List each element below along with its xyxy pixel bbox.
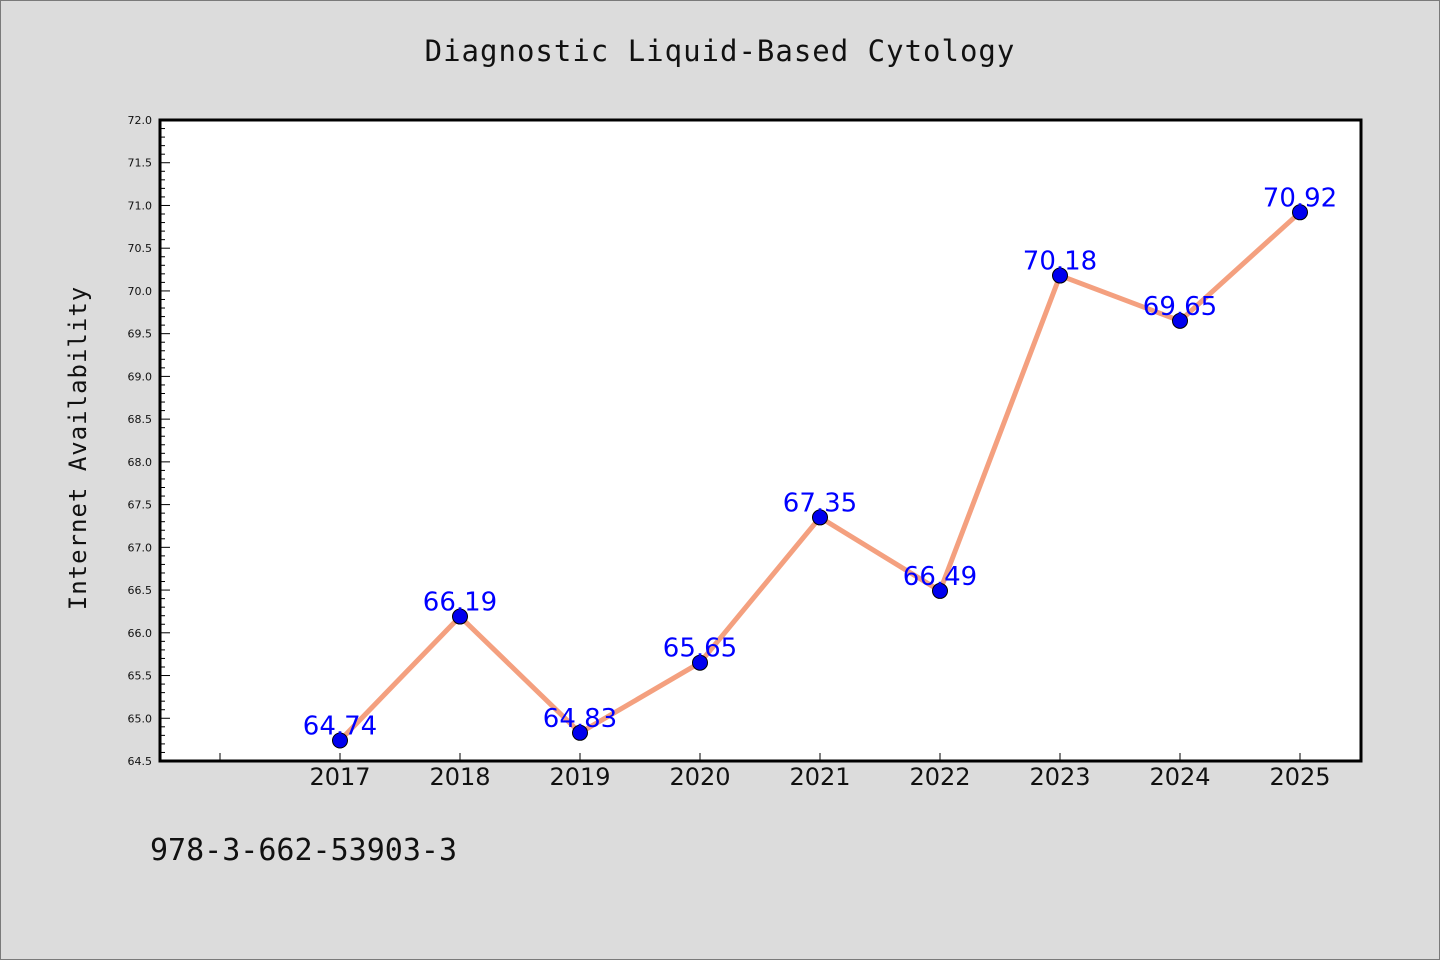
x-tick-label: 2023 xyxy=(1029,763,1090,791)
y-tick-label: 70.5 xyxy=(128,242,153,255)
x-tick-label: 2017 xyxy=(309,763,370,791)
data-label: 69.65 xyxy=(1143,292,1217,322)
data-point xyxy=(452,608,468,625)
y-tick-label: 67.0 xyxy=(128,541,153,554)
data-label: 70.92 xyxy=(1263,183,1337,213)
y-tick-label: 66.0 xyxy=(128,627,153,640)
data-label: 65.65 xyxy=(663,634,737,664)
x-tick-label: 2022 xyxy=(909,763,970,791)
data-point xyxy=(1292,204,1308,221)
y-tick-label: 65.0 xyxy=(128,712,153,725)
y-tick-label: 66.5 xyxy=(128,584,153,597)
x-tick-label: 2025 xyxy=(1269,763,1330,791)
y-tick-label: 72.0 xyxy=(128,114,153,127)
data-label: 67.35 xyxy=(783,488,857,518)
data-point xyxy=(692,654,708,671)
isbn-text: 978-3-662-53903-3 xyxy=(150,833,458,868)
y-axis-label: Internet Availability xyxy=(64,286,92,610)
data-label: 64.74 xyxy=(303,711,377,741)
y-tick-label: 68.0 xyxy=(128,456,153,469)
chart-title: Diagnostic Liquid-Based Cytology xyxy=(424,34,1016,68)
y-tick-label: 70.0 xyxy=(128,285,153,298)
data-label: 66.49 xyxy=(903,562,977,592)
y-tick-label: 68.5 xyxy=(128,413,153,426)
data-point xyxy=(1172,312,1188,329)
data-label: 66.19 xyxy=(423,588,497,618)
data-point xyxy=(812,509,828,526)
data-point xyxy=(572,724,588,741)
x-tick-label: 2020 xyxy=(669,763,730,791)
data-label: 64.83 xyxy=(543,704,617,734)
x-tick-label: 2021 xyxy=(789,763,850,791)
y-tick-label: 71.0 xyxy=(128,199,153,212)
x-tick-label: 2019 xyxy=(549,763,610,791)
plot-area xyxy=(158,118,1363,763)
data-label: 70.18 xyxy=(1023,247,1097,277)
y-tick-label: 64.5 xyxy=(128,755,153,768)
x-axis: 2017 2018 2019 2020 2021 2022 2023 2024 2025 xyxy=(219,753,1331,791)
data-point xyxy=(1052,267,1068,284)
y-tick-label: 69.0 xyxy=(128,370,153,383)
y-tick-label: 65.5 xyxy=(128,670,153,683)
data-point xyxy=(332,732,348,749)
x-tick-label: 2024 xyxy=(1149,763,1210,791)
y-tick-label: 71.5 xyxy=(128,157,153,170)
y-axis: 64.5 65.0 65.5 66.0 66.5 67.0 67.5 68.0 68.5 69.0… xyxy=(128,114,170,768)
y-tick-label: 67.5 xyxy=(128,499,153,512)
x-tick-label: 2018 xyxy=(429,763,490,791)
data-point xyxy=(932,582,948,599)
y-tick-label: 69.5 xyxy=(128,328,153,341)
series-group: 64.74 66.19 64.83 65.65 67.35 66.49 70.18 69.65… xyxy=(303,183,1337,749)
